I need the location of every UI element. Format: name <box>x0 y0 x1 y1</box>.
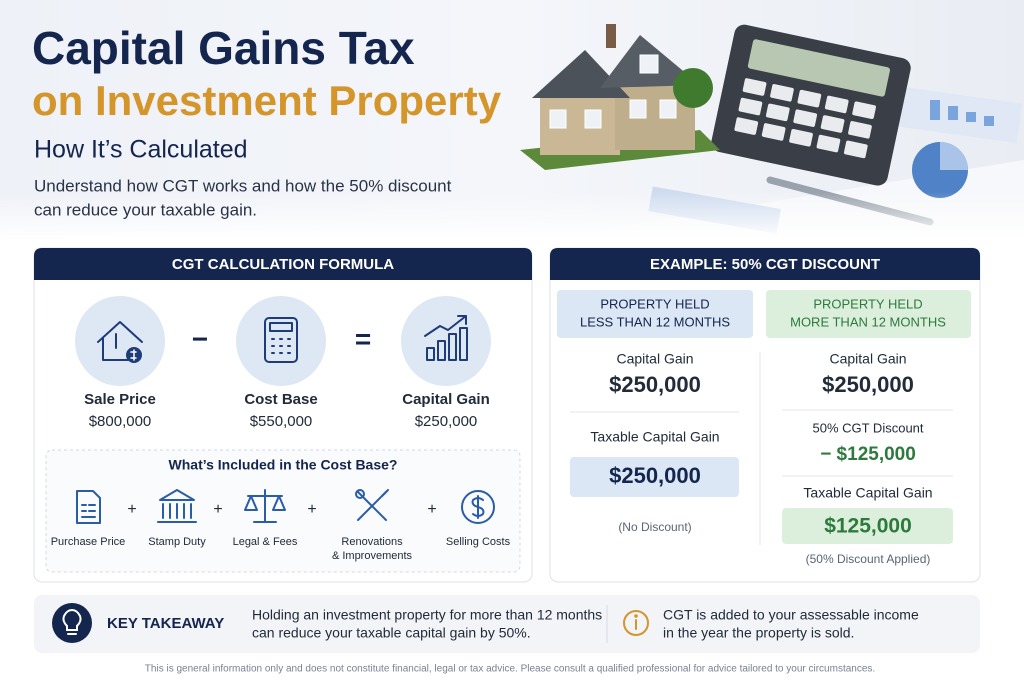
subtitle: How It’s Calculated <box>34 136 248 164</box>
bulb-icon-part <box>62 608 82 631</box>
formula-header <box>34 248 532 280</box>
bank-icon <box>157 489 197 523</box>
formula-value: $550,000 <box>250 413 313 430</box>
calculator-icon <box>264 317 298 363</box>
cost-base-item: Legal & Fees <box>233 536 298 548</box>
info-icon-part <box>634 614 638 618</box>
growth-icon-part <box>437 340 446 361</box>
formula-value: $800,000 <box>89 413 152 430</box>
description: can reduce your taxable gain. <box>34 200 257 219</box>
header-illustration-part <box>0 0 1024 240</box>
disclaimer: This is general information only and doe… <box>145 664 875 675</box>
growth-icon <box>424 315 468 361</box>
scales-icon-part <box>247 489 283 523</box>
discount-value: − $125,000 <box>820 444 916 465</box>
taxable-box <box>782 508 953 544</box>
formula-label: Capital Gain <box>402 391 490 408</box>
description: Understand how CGT works and how the 50%… <box>34 176 452 195</box>
plus: + <box>427 501 436 518</box>
formula-value: $250,000 <box>415 413 478 430</box>
house-icon-part <box>97 321 143 343</box>
cost-base-item: Stamp Duty <box>148 536 206 548</box>
plus: + <box>307 501 316 518</box>
bulb-circle <box>52 603 92 643</box>
cost-base-heading: What’s Included in the Cost Base? <box>169 457 398 473</box>
cost-base-item: Renovations <box>341 536 403 548</box>
calculator-icon-part <box>269 322 293 332</box>
document-icon <box>76 490 101 524</box>
house-icon <box>97 321 143 363</box>
formula-label: Sale Price <box>84 391 156 408</box>
document-icon-part <box>81 504 96 518</box>
takeaway-text: Holding an investment property for more … <box>252 607 602 623</box>
dollar-icon <box>461 490 495 524</box>
column-header <box>557 290 753 338</box>
plus: + <box>127 501 136 518</box>
calculator-icon-part <box>271 338 291 354</box>
scales-icon <box>244 489 286 523</box>
house-icon-part <box>102 337 129 361</box>
bank-icon-part <box>159 489 195 501</box>
info-icon <box>623 610 649 636</box>
tools-icon-part <box>381 489 389 497</box>
example-header <box>550 248 980 280</box>
growth-icon-part <box>426 347 435 361</box>
gain-value: $250,000 <box>822 372 914 397</box>
info-icon-part <box>623 610 649 636</box>
document-icon-part <box>76 490 101 524</box>
taxable-value: $250,000 <box>609 463 701 488</box>
title: Capital Gains Tax <box>32 22 415 74</box>
growth-icon-part <box>457 315 467 325</box>
column-header <box>766 290 971 338</box>
title-accent: on Investment Property <box>32 77 502 124</box>
plus: + <box>213 501 222 518</box>
growth-icon-part <box>459 327 468 361</box>
cost-base-item: Purchase Price <box>51 536 126 548</box>
operator: = <box>355 323 371 354</box>
dollar-icon-part <box>461 490 495 524</box>
operator: − <box>192 323 208 354</box>
tools-icon <box>355 489 389 521</box>
taxable-label: Taxable Capital Gain <box>803 485 932 501</box>
icon-circle <box>75 296 165 386</box>
example-heading: EXAMPLE: 50% CGT DISCOUNT <box>650 256 880 273</box>
formula-label: Cost Base <box>244 391 317 408</box>
column-header-text: LESS THAN 12 MONTHS <box>580 314 730 329</box>
column-header-text: MORE THAN 12 MONTHS <box>790 314 946 329</box>
bank-icon-part <box>157 503 197 523</box>
bulb-icon <box>62 608 82 635</box>
note: (50% Discount Applied) <box>806 552 931 566</box>
header-illustration <box>0 0 1024 240</box>
tools-icon-part <box>355 489 365 499</box>
gain-value: $250,000 <box>609 372 701 397</box>
taxable-value: $125,000 <box>824 515 912 538</box>
info-text: CGT is added to your assessable income <box>663 607 919 623</box>
takeaway-text: can reduce your taxable capital gain by … <box>252 625 531 641</box>
house-icon-part <box>130 349 137 361</box>
formula-heading: CGT CALCULATION FORMULA <box>172 256 394 273</box>
taxable-box <box>570 457 739 497</box>
cost-base-item: Selling Costs <box>446 536 511 548</box>
column-header-text: PROPERTY HELD <box>813 296 922 311</box>
info-text: in the year the property is sold. <box>663 625 854 641</box>
cost-base-item: & Improvements <box>332 550 413 562</box>
calculator-icon-part <box>264 317 298 363</box>
discount-label: 50% CGT Discount <box>812 420 923 435</box>
dollar-icon-part <box>471 495 485 519</box>
takeaway-label: KEY TAKEAWAY <box>107 615 224 632</box>
scales-icon-part <box>244 495 286 511</box>
note: (No Discount) <box>618 520 691 534</box>
icon-circle <box>236 296 326 386</box>
growth-icon-part <box>424 315 467 337</box>
growth-icon-part <box>448 333 457 361</box>
gain-label: Capital Gain <box>829 351 906 367</box>
gain-label: Capital Gain <box>616 351 693 367</box>
taxable-label: Taxable Capital Gain <box>590 429 719 445</box>
takeaway-bar <box>34 595 980 653</box>
column-header-text: PROPERTY HELD <box>600 296 709 311</box>
